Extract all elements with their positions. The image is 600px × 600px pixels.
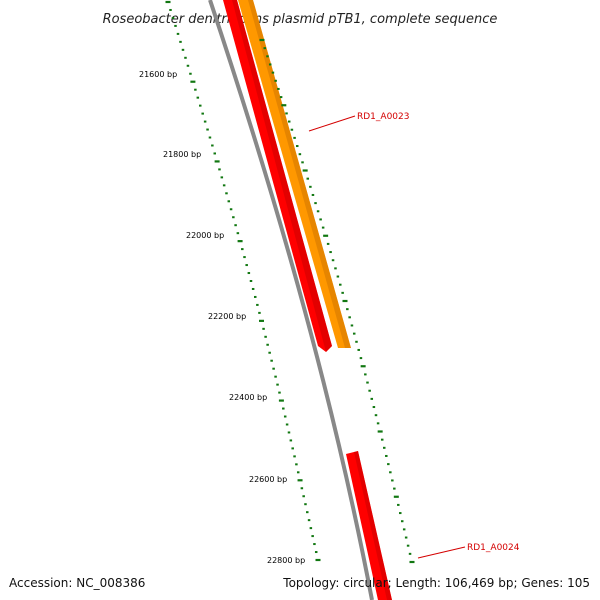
gene-bar-orange-shade [248, 0, 351, 348]
gene-callout-line [417, 546, 466, 559]
tick-label: 22600 bp [249, 475, 287, 484]
accession-text: Accession: NC_008386 [9, 576, 146, 590]
tick-marks-outer [259, 38, 415, 564]
gene-callout-line [308, 115, 356, 132]
tick-label: 22200 bp [208, 312, 246, 321]
tick-label: 22800 bp [267, 556, 305, 565]
map-title: Roseobacter denitrificans plasmid pTB1, … [103, 12, 498, 27]
tick-label: 21600 bp [139, 70, 177, 79]
tick-label: 22000 bp [186, 231, 224, 240]
gene-bar-red-upper-shade [232, 0, 332, 352]
tick-marks-inner [165, 0, 321, 562]
tick-label: 21800 bp [163, 150, 201, 159]
tick-label: 22400 bp [229, 393, 267, 402]
gene-label[interactable]: RD1_A0023 [357, 112, 409, 122]
gene-bar-red-lower-shade [354, 451, 392, 600]
gene-label[interactable]: RD1_A0024 [467, 543, 520, 553]
sequence-backbone [208, 0, 374, 600]
topology-summary: Topology: circular; Length: 106,469 bp; … [283, 576, 590, 590]
